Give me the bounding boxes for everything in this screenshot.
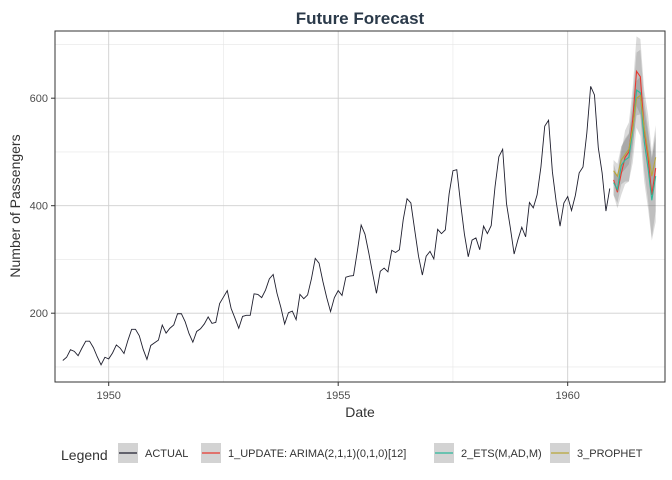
grid-lines [55,31,665,382]
plot-panel [55,31,665,382]
x-axis-title: Date [345,404,375,420]
x-axis-ticks: 1950 1955 1960 [96,382,580,402]
legend-label: 1_UPDATE: ARIMA(2,1,1)(0,1,0)[12] [228,448,406,460]
legend-label: 2_ETS(M,AD,M) [461,448,542,460]
chart-title: Future Forecast [296,9,425,28]
y-tick-label: 400 [30,201,48,213]
forecast-band [613,36,656,238]
forecast-band [613,76,656,195]
y-tick-label: 600 [30,93,48,105]
series-line-forecast-3 [613,94,657,178]
y-axis-ticks: 200 400 600 [30,93,55,320]
x-tick-label: 1955 [326,390,350,402]
x-tick-label: 1950 [96,390,120,402]
y-tick-label: 200 [30,308,48,320]
series-line-forecast-1 [613,69,657,196]
x-tick-label: 1960 [555,390,579,402]
legend-title: Legend [61,447,108,463]
y-axis-title: Number of Passengers [7,134,23,277]
legend: Legend ACTUAL 1_UPDATE: ARIMA(2,1,1)(0,1,… [61,443,643,463]
series-line-actual [62,86,611,366]
legend-label: ACTUAL [145,448,188,460]
legend-label: 3_PROPHET [577,448,643,460]
plot-border [54,30,666,383]
series-lines [62,69,657,366]
